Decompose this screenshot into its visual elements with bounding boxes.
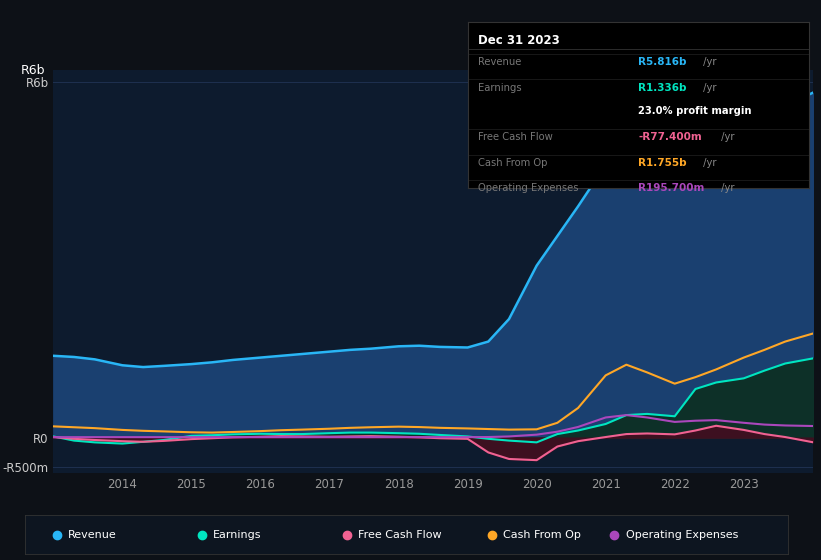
Text: R1.755b: R1.755b bbox=[639, 158, 687, 168]
Text: R195.700m: R195.700m bbox=[639, 184, 704, 193]
Text: Cash From Op: Cash From Op bbox=[503, 530, 581, 540]
Text: 23.0% profit margin: 23.0% profit margin bbox=[639, 106, 752, 116]
Text: Free Cash Flow: Free Cash Flow bbox=[358, 530, 442, 540]
Text: Cash From Op: Cash From Op bbox=[478, 158, 548, 168]
Text: Revenue: Revenue bbox=[478, 57, 521, 67]
Text: R1.336b: R1.336b bbox=[639, 83, 687, 93]
Text: Operating Expenses: Operating Expenses bbox=[626, 530, 738, 540]
Text: R5.816b: R5.816b bbox=[639, 57, 687, 67]
Text: /yr: /yr bbox=[718, 132, 735, 142]
Text: Revenue: Revenue bbox=[68, 530, 117, 540]
Text: /yr: /yr bbox=[700, 57, 717, 67]
Text: /yr: /yr bbox=[700, 83, 717, 93]
Text: Earnings: Earnings bbox=[213, 530, 262, 540]
Text: -R77.400m: -R77.400m bbox=[639, 132, 702, 142]
Text: Dec 31 2023: Dec 31 2023 bbox=[478, 34, 560, 47]
Text: Free Cash Flow: Free Cash Flow bbox=[478, 132, 553, 142]
Text: Operating Expenses: Operating Expenses bbox=[478, 184, 579, 193]
Text: /yr: /yr bbox=[700, 158, 717, 168]
Text: /yr: /yr bbox=[718, 184, 735, 193]
Text: R6b: R6b bbox=[21, 63, 45, 77]
Text: Earnings: Earnings bbox=[478, 83, 522, 93]
